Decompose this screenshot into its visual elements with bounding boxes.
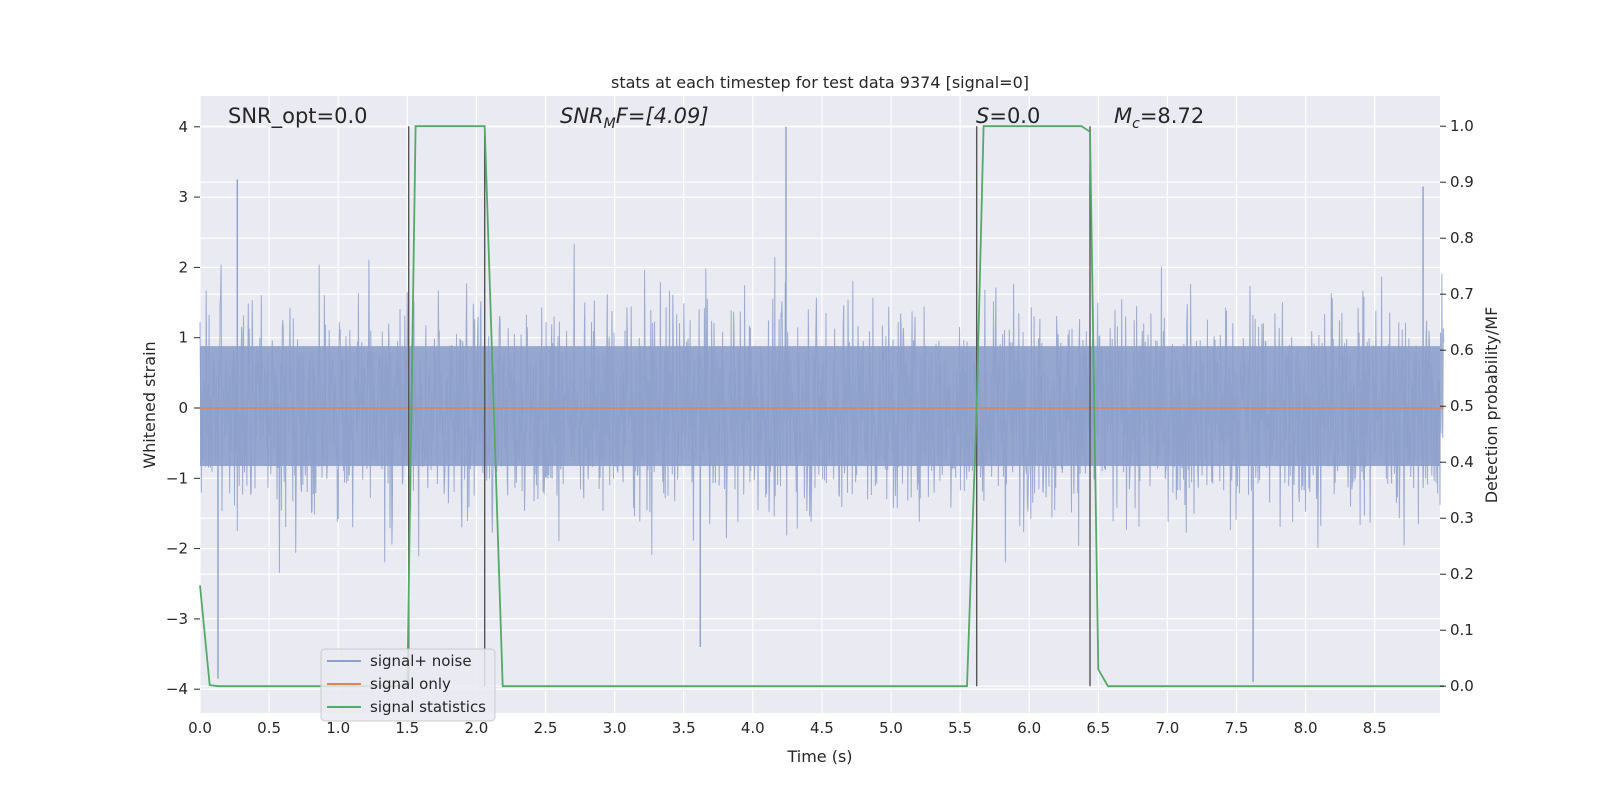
y-right-tick-label: 0.7 xyxy=(1450,285,1474,303)
s-label: S xyxy=(976,104,989,128)
y-left-tick-label: −4 xyxy=(166,680,188,698)
s-value: =0.0 xyxy=(989,104,1040,128)
annotation-s: S=0.0 xyxy=(976,104,1040,128)
x-tick-label: 4.0 xyxy=(741,719,765,737)
signal-noise-core-band xyxy=(200,346,1440,466)
y-right-tick-label: 0.3 xyxy=(1450,509,1474,527)
mc-label: M xyxy=(1114,104,1132,128)
tick-layer: 0.0 0.5 1.0 1.5 2.0 2.5 3.0 3.5 4.0 4.5 5.0 5.5 6.0 6… xyxy=(166,117,1474,737)
x-tick-label: 6.0 xyxy=(1017,719,1041,737)
x-tick-label: 6.5 xyxy=(1086,719,1110,737)
y-left-tick-label: −3 xyxy=(166,610,188,628)
y-right-tick-label: 0.4 xyxy=(1450,453,1474,471)
annotation-snr-mf: SNRMF=[4.09] xyxy=(560,104,709,132)
y-axis-right-label: Detection probability/MF xyxy=(1482,307,1501,504)
y-left-tick-label: 2 xyxy=(178,258,188,276)
x-tick-label: 7.0 xyxy=(1155,719,1179,737)
y-left-tick-label: −1 xyxy=(166,469,188,487)
y-right-tick-label: 0.2 xyxy=(1450,565,1474,583)
series-layer xyxy=(199,125,1444,688)
legend-label-signal-noise: signal+ noise xyxy=(370,652,472,670)
x-tick-label: 4.5 xyxy=(810,719,834,737)
annotation-mc: Mc=8.72 xyxy=(1114,104,1204,132)
x-tick-label: 3.0 xyxy=(603,719,627,737)
x-tick-label: 2.0 xyxy=(464,719,488,737)
x-tick-label: 0.0 xyxy=(188,719,212,737)
x-tick-label: 3.5 xyxy=(672,719,696,737)
x-tick-label: 1.0 xyxy=(326,719,350,737)
snr-mf-prefix: SNR xyxy=(560,104,604,128)
x-tick-label: 5.0 xyxy=(879,719,903,737)
y-right-tick-label: 0.6 xyxy=(1450,341,1474,359)
x-tick-label: 5.5 xyxy=(948,719,972,737)
y-left-tick-label: 0 xyxy=(178,399,188,417)
y-right-tick-label: 0.5 xyxy=(1450,397,1474,415)
y-axis-left-label: Whitened strain xyxy=(140,341,159,468)
mc-sub: c xyxy=(1132,116,1140,132)
chart-title: stats at each timestep for test data 937… xyxy=(611,73,1029,92)
x-tick-label: 0.5 xyxy=(257,719,281,737)
x-tick-label: 1.5 xyxy=(395,719,419,737)
y-right-tick-label: 1.0 xyxy=(1450,117,1474,135)
signal-statistics-line xyxy=(199,125,1444,688)
x-tick-label: 8.0 xyxy=(1294,719,1318,737)
y-left-tick-label: 1 xyxy=(178,329,188,347)
annotation-snr-opt: SNR_opt=0.0 xyxy=(228,104,368,129)
y-right-tick-label: 0.9 xyxy=(1450,173,1474,191)
x-axis-label: Time (s) xyxy=(786,747,852,766)
legend-box xyxy=(320,648,496,722)
legend: signal+ noise signal only signal statist… xyxy=(320,648,496,722)
legend-label-signal-statistics: signal statistics xyxy=(370,698,486,716)
y-right-tick-label: 0.8 xyxy=(1450,229,1474,247)
x-tick-label: 2.5 xyxy=(534,719,558,737)
y-right-tick-label: 0.0 xyxy=(1450,677,1474,695)
legend-label-signal-only: signal only xyxy=(370,675,451,693)
snr-mf-suffix: F=[4.09] xyxy=(616,104,709,128)
y-left-tick-label: −2 xyxy=(166,540,188,558)
y-left-tick-label: 3 xyxy=(178,188,188,206)
noise-layer xyxy=(199,126,1445,683)
x-tick-label: 7.5 xyxy=(1225,719,1249,737)
mc-value: =8.72 xyxy=(1140,104,1204,128)
snr-mf-sub: M xyxy=(604,116,616,132)
y-left-tick-label: 4 xyxy=(178,118,188,136)
y-right-tick-label: 0.1 xyxy=(1450,621,1474,639)
x-tick-label: 8.5 xyxy=(1363,719,1387,737)
